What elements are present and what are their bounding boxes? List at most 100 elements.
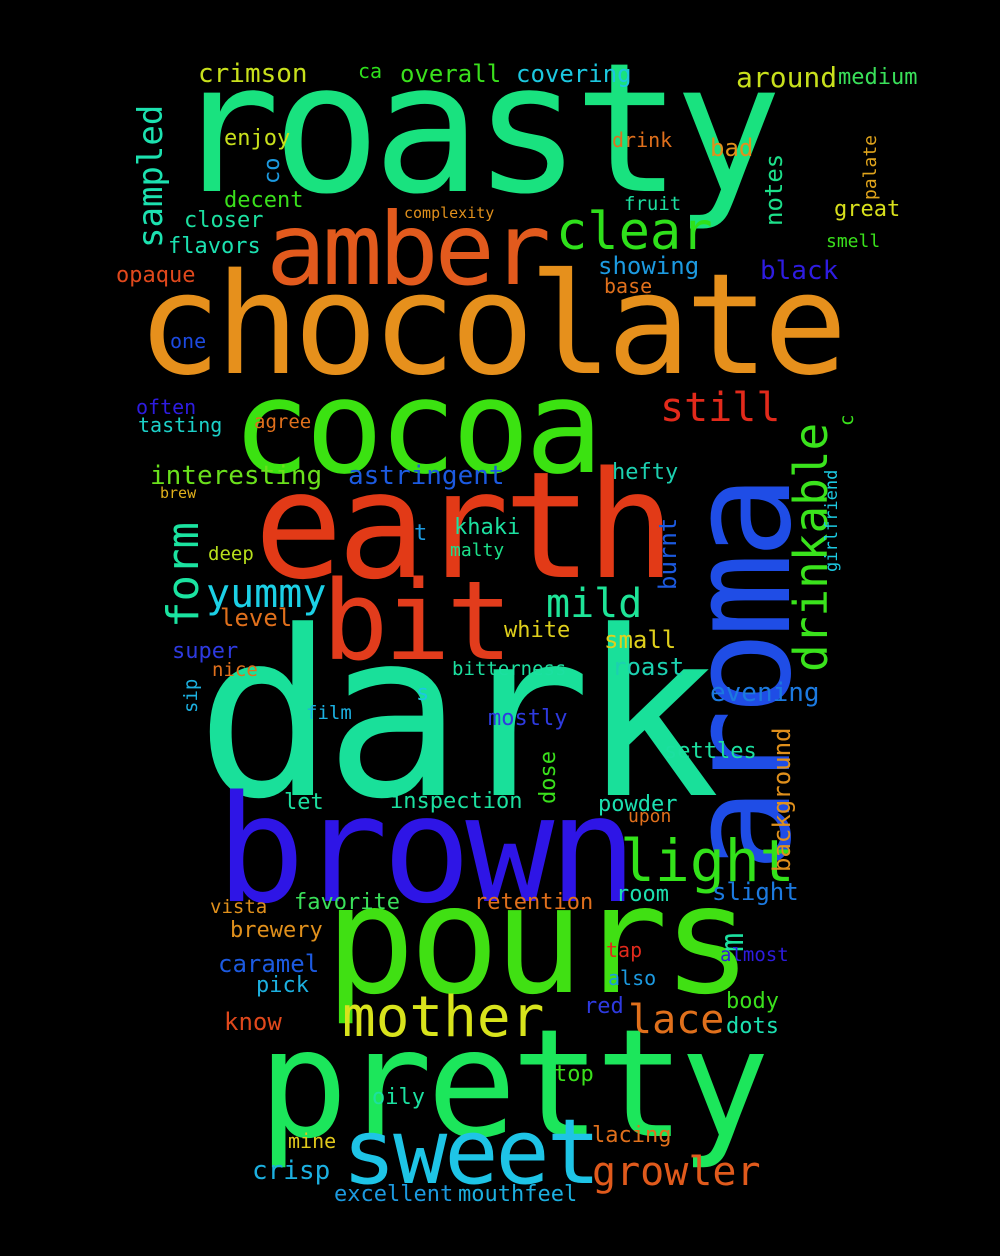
word-dots: dots (726, 1014, 779, 1039)
word-growler: growler (592, 1149, 761, 1195)
word-deep: deep (208, 543, 254, 565)
word-mine: mine (288, 1129, 337, 1153)
word-crimson: crimson (198, 59, 308, 89)
word-brown: brown (216, 764, 638, 936)
word-earth: earth (254, 440, 676, 612)
word-base: base (604, 274, 653, 298)
word-small: small (604, 626, 677, 654)
word-sampled: sampled (131, 104, 171, 248)
word-background: background (768, 727, 796, 873)
word-overall: overall (400, 60, 502, 88)
word-evening: evening (710, 678, 820, 708)
word-burnt: burnt (654, 517, 682, 590)
word-malty: malty (450, 540, 505, 561)
word-dark: dark (196, 583, 720, 850)
word-also: also (608, 966, 657, 990)
word-vista: vista (210, 896, 268, 918)
word-favorite: favorite (294, 890, 400, 915)
word-room: room (616, 882, 669, 907)
word-white: white (504, 618, 571, 643)
word-mother: mother (342, 985, 545, 1050)
word-pretty: pretty (258, 998, 770, 1172)
word-inspection: inspection (390, 789, 523, 814)
word-powder: powder (598, 792, 678, 817)
word-pours: pours (325, 854, 753, 1028)
word-settles: settles (664, 739, 757, 764)
word-level: level (220, 604, 293, 632)
word-excellent: excellent (334, 1182, 454, 1207)
word-still: still (660, 385, 781, 431)
word-upon: upon (628, 806, 672, 827)
word-ca: ca (358, 59, 383, 83)
word-s: s (416, 681, 430, 706)
word-medium: medium (838, 65, 918, 90)
word-covering: covering (516, 60, 632, 88)
word-chocolate: chocolate (137, 244, 848, 407)
word-showing: showing (598, 252, 700, 280)
word-mild: mild (546, 581, 643, 627)
word-clear: clear (556, 202, 713, 262)
word-drink: drink (612, 128, 673, 152)
word-dose: dose (536, 751, 561, 804)
word-fruit: fruit (624, 193, 682, 215)
word-retention: retention (474, 890, 594, 915)
word-brewery: brewery (230, 918, 323, 943)
word-amber: amber (266, 191, 551, 308)
word-closer: closer (184, 208, 264, 233)
word-interesting: interesting (150, 461, 323, 491)
word-cocoa: cocoa (232, 351, 603, 503)
word-super: super (172, 639, 239, 664)
word-light: light (620, 827, 795, 895)
word-top: top (554, 1062, 594, 1087)
word-oily: oily (372, 1085, 425, 1110)
word-tasting: tasting (138, 413, 223, 437)
word-often: often (136, 395, 197, 419)
word-tap: tap (606, 938, 643, 962)
word-roast: roast (612, 653, 685, 681)
word-black: black (760, 256, 839, 286)
word-yummy: yummy (206, 571, 327, 617)
word-mostly: mostly (488, 706, 568, 731)
word-slight: slight (712, 878, 799, 906)
word-khaki: khaki (454, 515, 521, 540)
word-bitterness: bitterness (452, 658, 567, 680)
word-roasty: roasty (172, 25, 782, 234)
word-almost: almost (720, 944, 789, 966)
word-decent: decent (224, 188, 304, 213)
word-opaque: opaque (116, 263, 196, 288)
word-crisp: crisp (252, 1156, 331, 1186)
word-enjoy: enjoy (224, 126, 291, 151)
word-body: body (726, 989, 779, 1014)
word-agree: agree (254, 411, 312, 433)
word-astringent: astringent (348, 461, 505, 491)
word-complexity: complexity (404, 204, 495, 222)
word-film: film (306, 702, 352, 724)
word-mouthfeel: mouthfeel (458, 1182, 578, 1207)
word-lacing: lacing (592, 1123, 672, 1148)
word-let: let (284, 790, 324, 815)
word-know: know (224, 1008, 282, 1036)
word-sweet: sweet (342, 1100, 601, 1205)
word-bad: bad (710, 134, 754, 162)
word-form: form (158, 522, 209, 628)
word-nice: nice (212, 659, 258, 681)
word-bit: bit (322, 557, 513, 685)
word-c: c (836, 414, 858, 426)
word-around: around (736, 61, 838, 94)
word-one: one (170, 329, 207, 353)
word-lace: lace (628, 997, 725, 1043)
word-t: t (414, 521, 428, 546)
word-great: great (834, 197, 901, 222)
word-hefty: hefty (612, 460, 679, 485)
word-caramel: caramel (218, 950, 320, 978)
word-sip: sip (180, 678, 202, 713)
word-pick: pick (256, 973, 309, 998)
word-smell: smell (826, 231, 881, 252)
word-palate: palate (860, 134, 881, 200)
word-notes: notes (760, 153, 788, 226)
word-girlfriend: girlfriend (822, 469, 842, 572)
word-flavors: flavors (168, 234, 261, 259)
word-brew: brew (160, 484, 197, 502)
word-red: red (584, 994, 624, 1019)
